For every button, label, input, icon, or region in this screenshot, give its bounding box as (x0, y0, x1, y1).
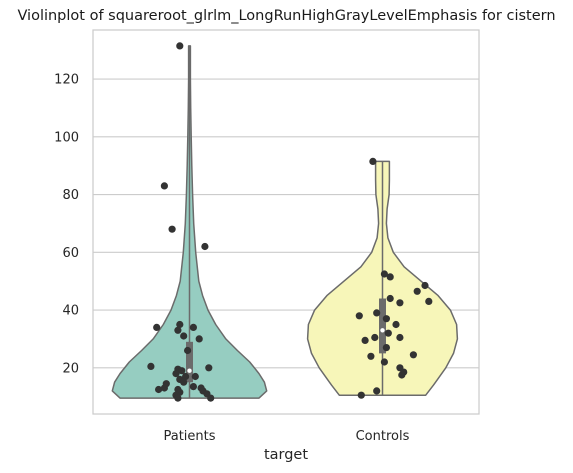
violins (111, 42, 459, 402)
chart-title: Violinplot of squareroot_glrlm_LongRunHi… (17, 8, 555, 24)
data-point (367, 352, 375, 360)
data-point (182, 372, 190, 381)
x-tick-label: Controls (356, 429, 410, 444)
violin-iqr-box (186, 341, 193, 383)
y-tick-label: 80 (62, 188, 79, 203)
data-point (172, 370, 180, 378)
y-axis-ticks: 20 40 60 80 100 120 (54, 73, 79, 377)
violin-median (380, 328, 385, 333)
data-point (160, 182, 168, 190)
data-point (168, 225, 176, 233)
data-point (355, 312, 363, 320)
data-point (195, 335, 203, 343)
data-point (369, 157, 377, 165)
y-tick-label: 40 (62, 304, 79, 319)
violin-iqr-box (379, 298, 386, 354)
data-point (180, 378, 188, 386)
data-point (176, 42, 184, 50)
x-tick-label: Patients (163, 429, 215, 444)
plot-frame (92, 29, 480, 415)
y-tick-label: 100 (54, 130, 79, 145)
data-point (398, 371, 406, 379)
y-tick-label: 20 (62, 361, 79, 376)
data-point (386, 294, 394, 303)
data-point (205, 364, 213, 372)
data-point (386, 273, 394, 281)
data-point (357, 391, 365, 399)
data-point (373, 387, 381, 395)
y-tick-label: 120 (54, 73, 79, 88)
data-point (176, 320, 184, 329)
data-point (174, 394, 182, 402)
data-point (380, 358, 388, 366)
data-point (174, 326, 182, 334)
data-point (382, 344, 390, 352)
data-point (189, 383, 197, 391)
data-point (184, 346, 192, 355)
data-point (371, 333, 379, 342)
data-point (162, 380, 170, 388)
data-point (155, 385, 163, 394)
data-point (147, 362, 155, 370)
data-point (178, 367, 186, 375)
data-point (396, 333, 404, 342)
data-point (189, 323, 197, 331)
data-point (361, 336, 369, 344)
x-axis-ticks: Patients Controls (163, 429, 409, 444)
y-tick-label: 60 (62, 246, 79, 261)
data-point (180, 332, 188, 340)
x-axis-label: target (264, 447, 308, 463)
data-point (392, 320, 400, 329)
data-point (153, 323, 161, 331)
data-point (409, 351, 417, 359)
data-point (413, 287, 421, 295)
data-point (396, 299, 404, 307)
data-point (380, 270, 388, 278)
data-point (201, 242, 209, 251)
data-point (191, 372, 199, 381)
data-point (382, 315, 390, 323)
data-point (373, 309, 381, 317)
data-point (425, 297, 433, 305)
data-point (421, 281, 429, 290)
data-point (384, 329, 392, 337)
violin-median (187, 368, 192, 373)
data-point (207, 394, 215, 402)
